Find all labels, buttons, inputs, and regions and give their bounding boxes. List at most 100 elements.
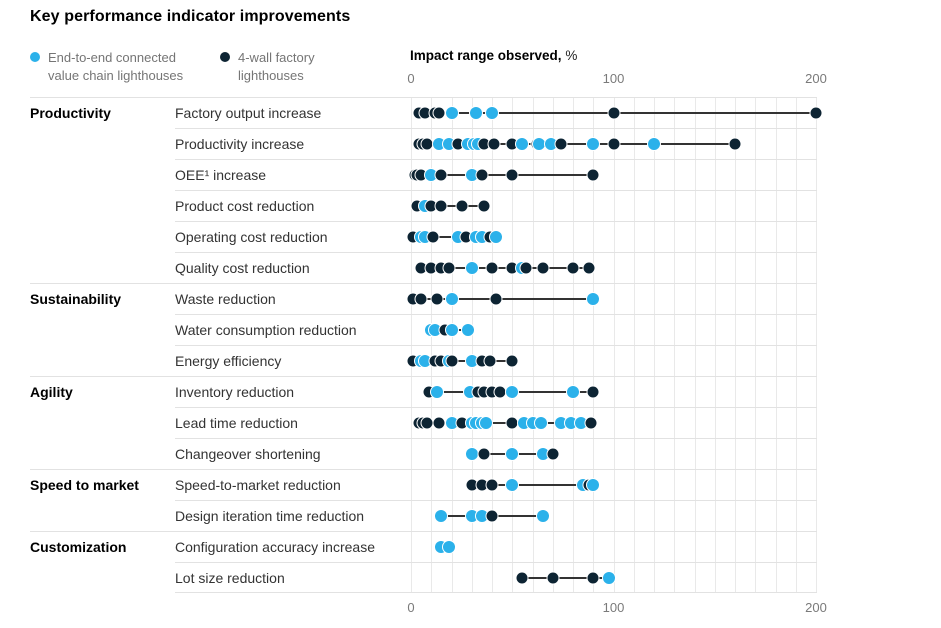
row-track — [411, 438, 817, 469]
row-track — [411, 469, 817, 500]
four-wall-data-dot — [587, 169, 599, 181]
plot-area: Productivity Factory output increase Produ… — [0, 97, 941, 593]
four-wall-data-dot — [425, 200, 437, 212]
end-to-end-data-dot — [445, 293, 458, 305]
group-label — [30, 159, 175, 190]
end-to-end-data-dot — [603, 572, 616, 584]
four-wall-data-dot — [506, 169, 518, 181]
row-track — [411, 407, 817, 438]
group-label: Speed to market — [30, 469, 175, 500]
group-label: Customization — [30, 531, 175, 562]
chart-row: Customization Configuration accuracy incr… — [0, 531, 941, 562]
range-line — [413, 298, 594, 300]
chart-row: Water consumption reduction — [0, 314, 941, 345]
end-to-end-data-dot — [506, 479, 519, 491]
four-wall-data-dot — [429, 355, 441, 367]
four-wall-data-dot — [587, 386, 599, 398]
four-wall-data-dot — [520, 262, 532, 274]
four-wall-data-dot — [506, 355, 518, 367]
four-wall-data-dot — [490, 293, 502, 305]
four-wall-data-dot — [431, 293, 443, 305]
four-wall-data-dot — [516, 572, 528, 584]
chart-row: Design iteration time reduction — [0, 500, 941, 531]
end-to-end-data-dot — [587, 479, 600, 491]
end-to-end-data-dot — [443, 541, 456, 553]
end-to-end-data-dot — [465, 355, 478, 367]
row-track — [411, 314, 817, 345]
end-to-end-data-dot — [465, 510, 478, 522]
range-line — [413, 360, 513, 362]
four-wall-data-dot — [506, 138, 518, 150]
four-wall-data-dot — [435, 200, 447, 212]
four-wall-data-dot — [425, 262, 437, 274]
legend: End-to-end connected value chain lightho… — [30, 49, 333, 85]
four-wall-data-dot — [423, 386, 435, 398]
end-to-end-data-dot — [419, 355, 432, 367]
chart-row: Productivity increase — [0, 128, 941, 159]
x-axis-ticks-top: 0 100 200 — [407, 71, 826, 87]
group-label — [30, 562, 175, 593]
rows-container: Productivity Factory output increase Produ… — [0, 97, 941, 593]
row-label: Product cost reduction — [175, 190, 411, 221]
four-wall-data-dot — [415, 169, 427, 181]
legend-item-four-wall: 4-wall factory lighthouses — [220, 49, 333, 85]
end-to-end-data-dot — [587, 138, 600, 150]
four-wall-data-dot — [585, 417, 597, 429]
four-wall-data-dot — [456, 200, 468, 212]
end-to-end-data-dot — [490, 231, 503, 243]
row-track — [411, 190, 817, 221]
row-label: Changeover shortening — [175, 438, 411, 469]
four-wall-data-dot — [472, 386, 484, 398]
row-label: Lot size reduction — [175, 562, 411, 593]
range-line — [415, 174, 594, 176]
end-to-end-data-dot — [479, 417, 492, 429]
axis-baseline — [175, 592, 817, 593]
four-wall-data-dot — [427, 231, 439, 243]
row-track — [411, 376, 817, 407]
row-label: Inventory reduction — [175, 376, 411, 407]
group-label: Productivity — [30, 97, 175, 128]
end-to-end-data-dot — [465, 262, 478, 274]
end-to-end-data-dot — [532, 138, 545, 150]
range-line — [417, 205, 484, 207]
chart-row: Energy efficiency — [0, 345, 941, 376]
four-wall-data-dot — [411, 200, 423, 212]
end-to-end-data-dot — [445, 417, 458, 429]
four-wall-data-dot — [484, 355, 496, 367]
chart-row: Lot size reduction — [0, 562, 941, 593]
end-to-end-data-dot — [465, 169, 478, 181]
row-track — [407, 221, 817, 252]
x-axis-title: Impact range observed, % — [410, 48, 577, 63]
four-wall-data-dot — [439, 324, 451, 336]
range-line — [419, 422, 592, 424]
four-wall-data-dot — [547, 572, 559, 584]
four-wall-data-dot — [478, 138, 490, 150]
end-to-end-data-dot — [544, 138, 557, 150]
group-label — [30, 128, 175, 159]
four-wall-data-dot — [486, 510, 498, 522]
group-label — [30, 314, 175, 345]
group-label — [30, 221, 175, 252]
four-wall-data-dot — [476, 479, 488, 491]
four-wall-data-dot — [433, 107, 445, 119]
range-line — [421, 267, 590, 269]
row-label: Water consumption reduction — [175, 314, 411, 345]
end-to-end-data-dot — [475, 510, 488, 522]
chart-row: Changeover shortening — [0, 438, 941, 469]
end-to-end-data-dot — [567, 386, 579, 398]
four-wall-data-dot — [407, 355, 419, 367]
chart-row: Product cost reduction — [0, 190, 941, 221]
x-axis-tick-label: 100 — [602, 71, 625, 86]
four-wall-data-dot — [415, 293, 427, 305]
four-wall-data-dot — [456, 417, 468, 429]
four-wall-data-dot — [415, 262, 427, 274]
end-to-end-data-dot — [534, 417, 547, 429]
four-wall-data-dot — [608, 107, 619, 119]
range-line — [471, 484, 594, 486]
end-to-end-data-dot — [587, 293, 600, 305]
chart-row: Lead time reduction — [0, 407, 941, 438]
four-wall-data-dot — [476, 355, 488, 367]
x-axis-unit: % — [565, 48, 578, 63]
chart-row: OEE¹ increase — [0, 159, 941, 190]
